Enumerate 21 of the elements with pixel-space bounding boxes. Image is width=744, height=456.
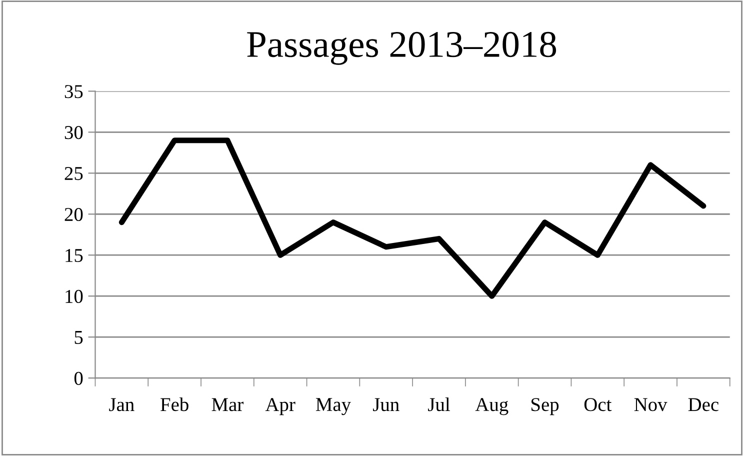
x-tick-label: Dec: [688, 398, 718, 412]
y-tick-label: 35: [64, 85, 83, 98]
chart-title: Passages 2013–2018: [247, 32, 556, 65]
y-tick-label: 10: [66, 290, 83, 304]
x-tick-label: Sep: [531, 398, 559, 416]
x-tick-label: Nov: [634, 398, 668, 412]
x-tick-label: Jul: [428, 397, 450, 412]
x-tick-label: Oct: [584, 398, 612, 412]
y-tick-label: 30: [64, 126, 83, 140]
y-tick-label: 25: [64, 167, 83, 180]
y-tick-label: 5: [74, 331, 83, 344]
y-tick-label: 15: [66, 249, 83, 262]
x-tick-label: Apr: [265, 398, 296, 416]
x-tick-label: May: [316, 398, 351, 416]
x-tick-label: Mar: [212, 398, 244, 412]
y-tick-label: 0: [74, 372, 83, 385]
x-tick-label: Jan: [109, 398, 134, 412]
x-tick-label: Jun: [373, 398, 400, 412]
y-tick-label: 20: [64, 208, 83, 222]
x-tick-label: Aug: [475, 398, 508, 416]
x-tick-label: Feb: [160, 397, 188, 412]
